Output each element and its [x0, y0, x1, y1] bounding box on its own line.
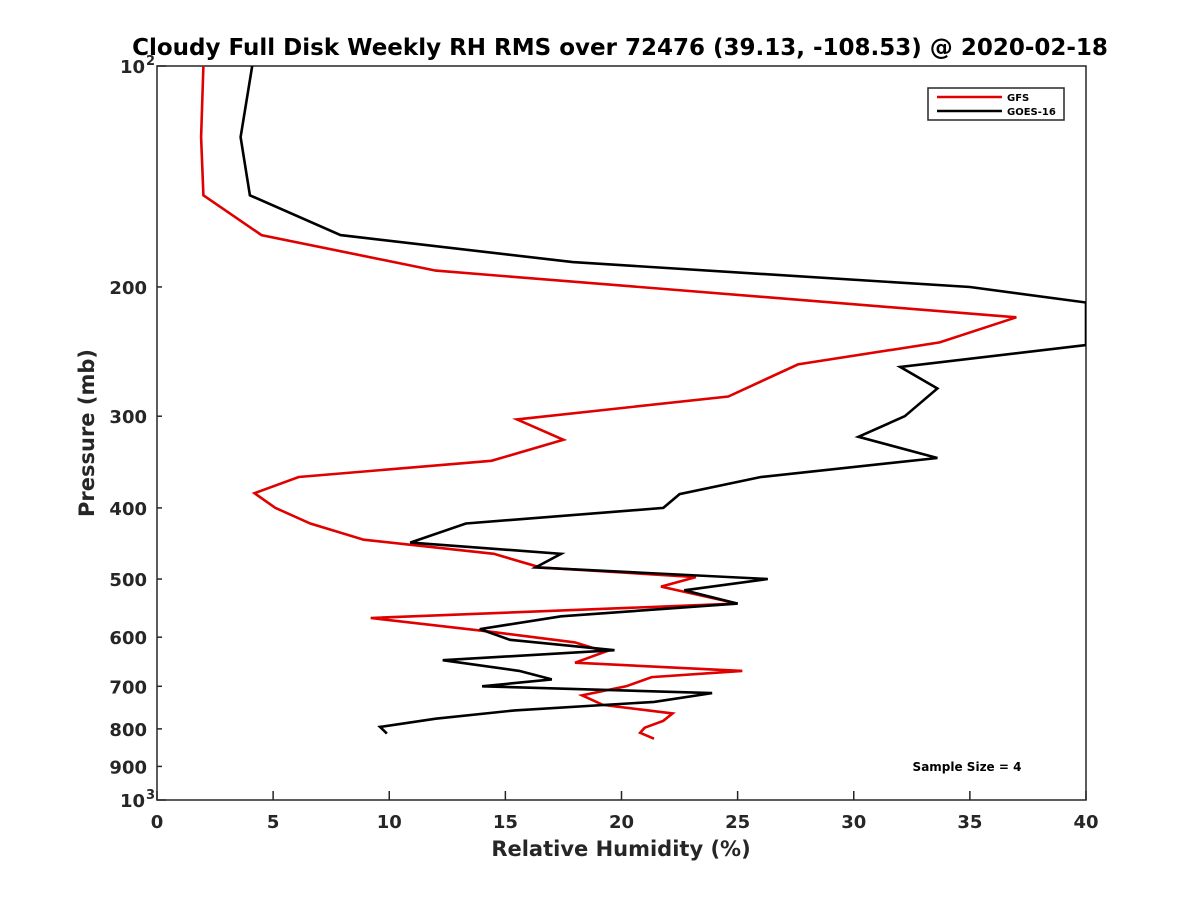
x-axis-ticks: 0 5 10 15 20 25 30 35 40	[151, 791, 1099, 833]
x-axis-label: Relative Humidity (%)	[491, 837, 750, 861]
y-tick-label: 900	[109, 757, 147, 778]
y-tick-label: 500	[109, 570, 147, 591]
y-axis-label: Pressure (mb)	[75, 349, 99, 517]
x-tick-label: 20	[609, 812, 634, 833]
y-tick-label: 300	[109, 407, 147, 428]
y-tick-exponent: 2	[146, 54, 155, 69]
sample-size-annotation: Sample Size = 4	[913, 760, 1022, 774]
x-tick-label: 25	[725, 812, 750, 833]
legend-label-gfs: GFS	[1007, 93, 1029, 104]
x-tick-label: 40	[1073, 812, 1098, 833]
series-layer	[199, 66, 1086, 740]
legend: GFS GOES-16	[927, 87, 1065, 121]
chart-title: Cloudy Full Disk Weekly RH RMS over 7247…	[132, 35, 1108, 61]
series-line-goes-16	[239, 66, 1086, 735]
x-tick-label: 0	[151, 812, 164, 833]
y-tick-label: 10	[120, 791, 145, 812]
x-tick-label: 15	[493, 812, 518, 833]
y-tick-label: 400	[109, 499, 147, 520]
y-tick-label: 700	[109, 677, 147, 698]
y-tick-label: 10	[120, 57, 145, 78]
y-tick-label: 800	[109, 720, 147, 741]
x-tick-label: 10	[377, 812, 402, 833]
y-tick-label: 200	[109, 278, 147, 299]
y-tick-label: 600	[109, 628, 147, 649]
y-tick-exponent: 3	[146, 788, 155, 803]
legend-label-goes-16: GOES-16	[1007, 107, 1056, 118]
legend-box	[927, 87, 1065, 121]
x-tick-label: 5	[267, 812, 280, 833]
x-tick-label: 35	[957, 812, 982, 833]
plot-area: 0 5 10 15 20 25 30 35 40 10 220030040050060070080…	[109, 54, 1098, 833]
x-tick-label: 30	[841, 812, 866, 833]
